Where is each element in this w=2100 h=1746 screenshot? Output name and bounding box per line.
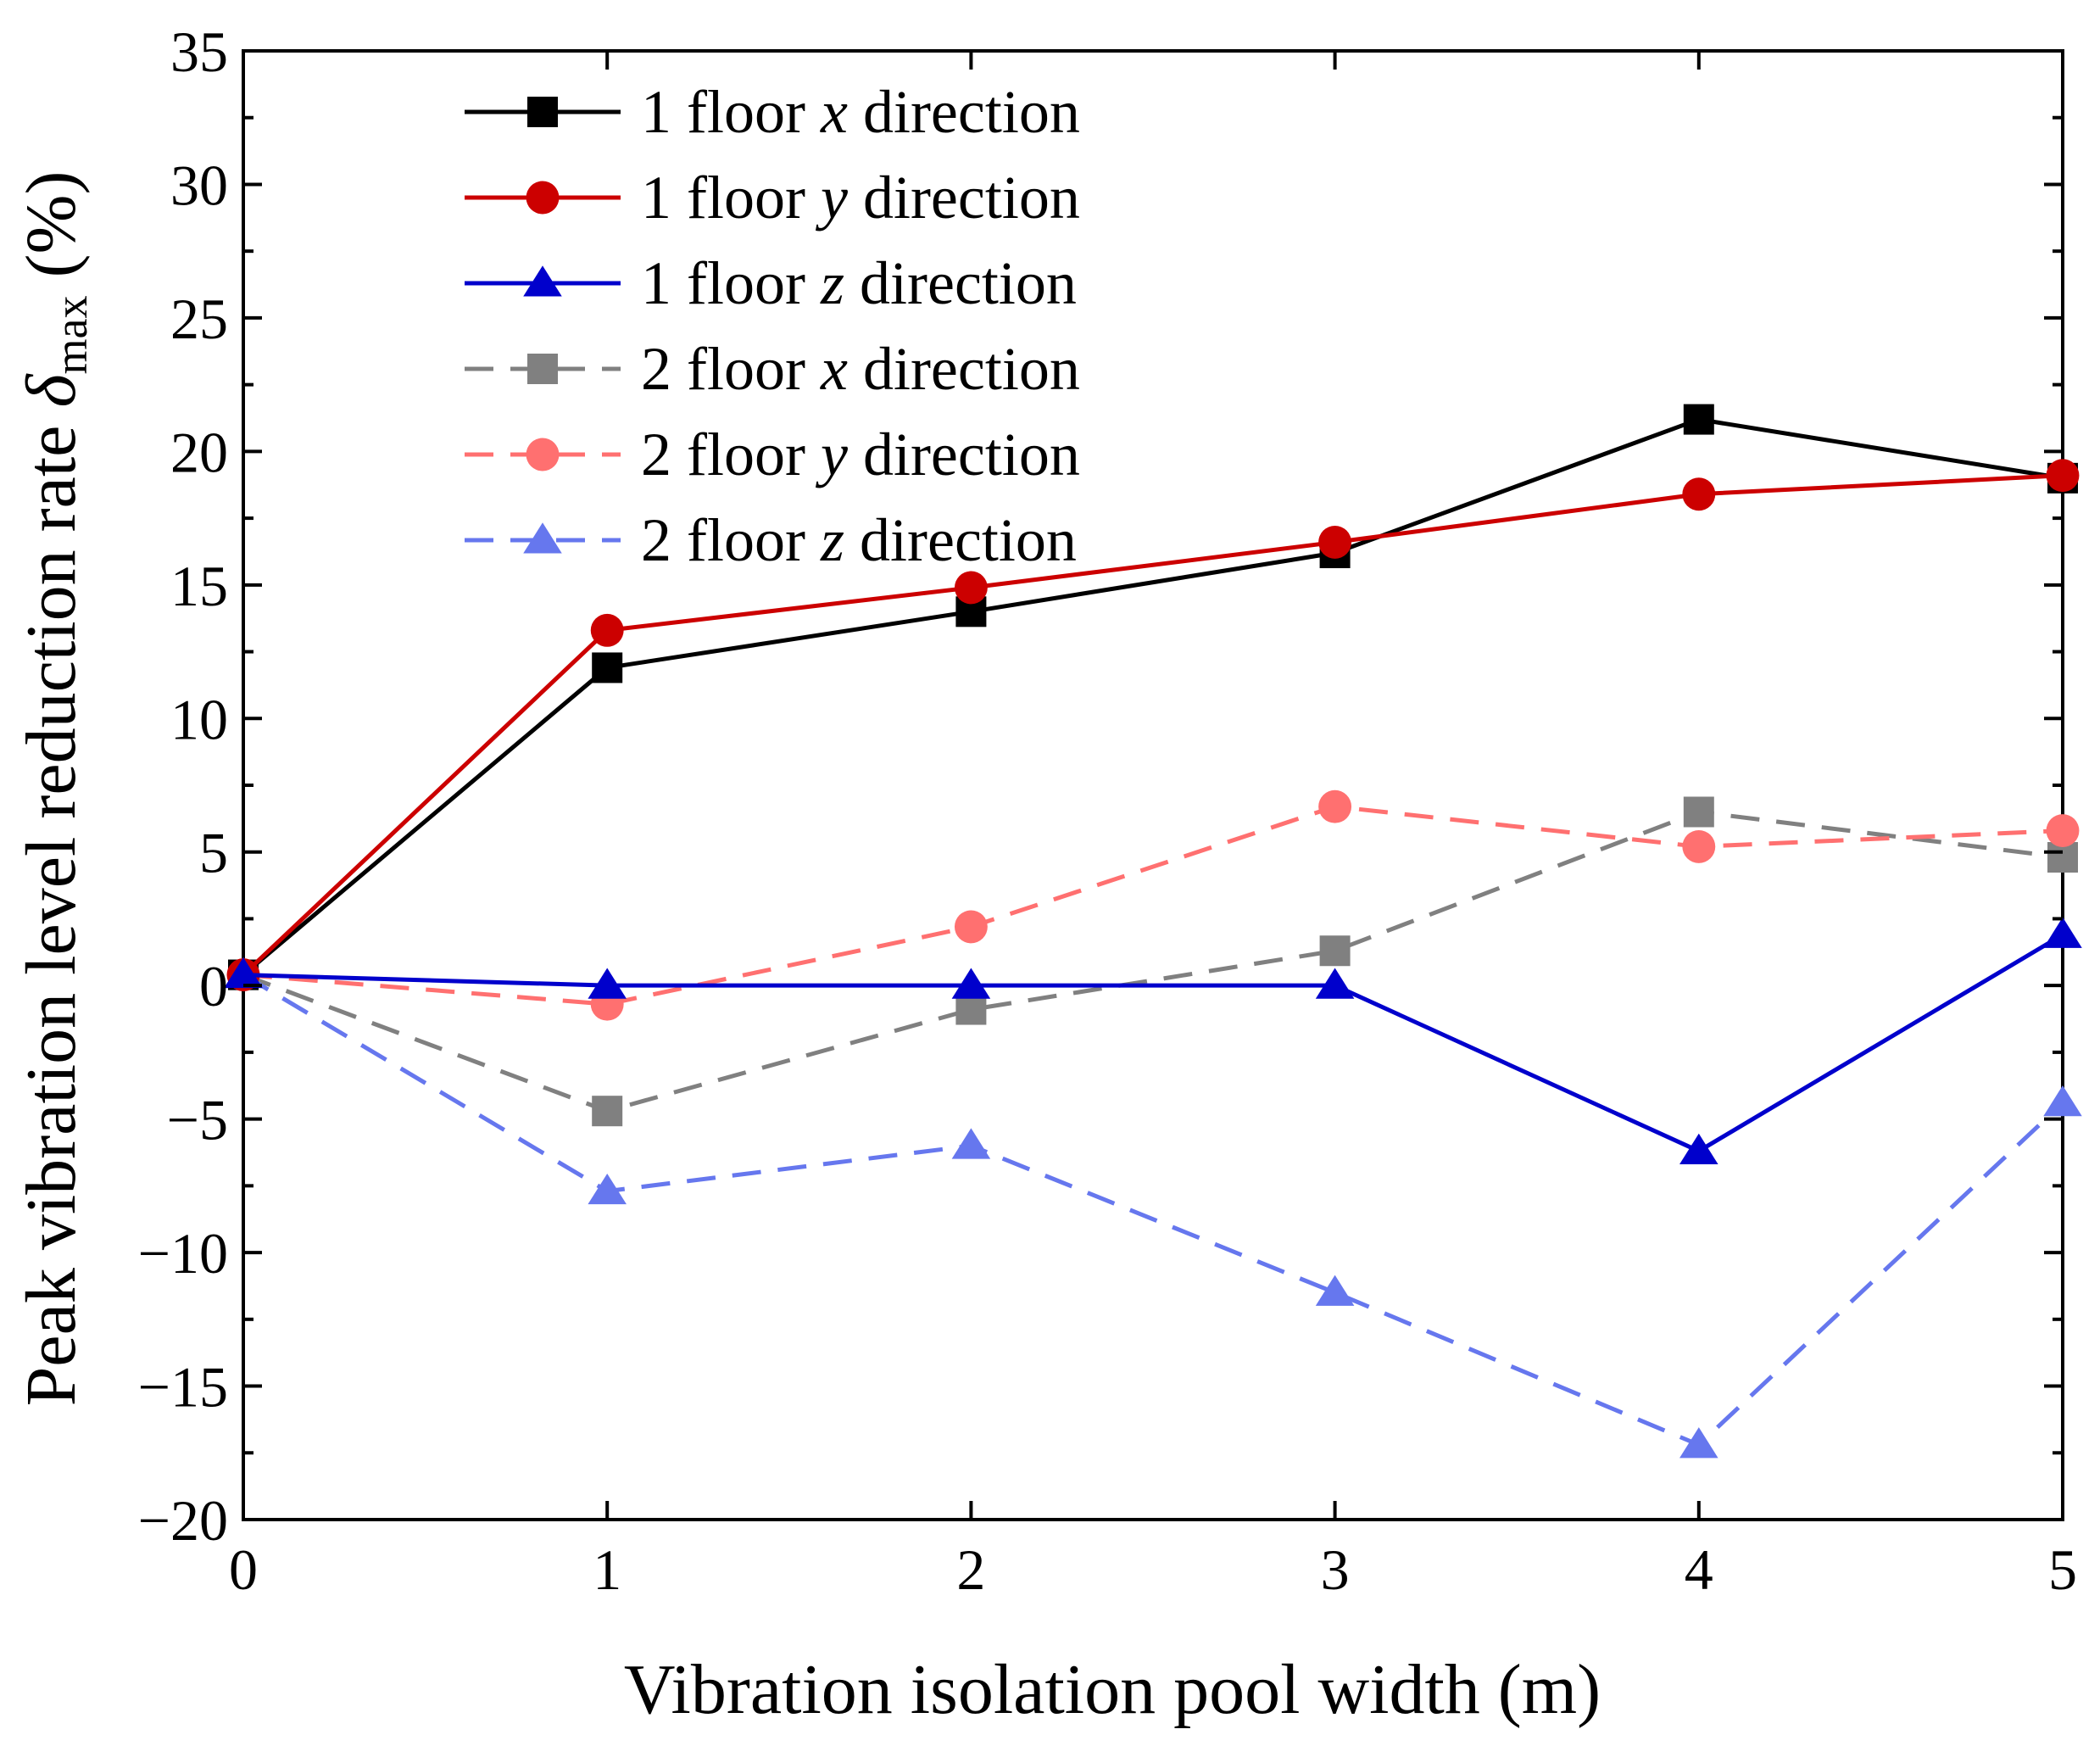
y-axis-title-suffix: (%) <box>12 171 91 296</box>
data-point <box>1318 525 1352 559</box>
legend-label: 2 floor z direction <box>641 506 1077 574</box>
y-axis: −20 −15 −10 −5 0 5 10 15 20 25 30 35 <box>138 20 2063 1553</box>
series-line <box>242 933 2064 1153</box>
legend-label: 1 floor x direction <box>641 78 1080 146</box>
legend-item: 2 floor z direction <box>465 506 1077 574</box>
x-tick-label: 3 <box>1321 1537 1350 1602</box>
series-line <box>242 473 2064 977</box>
data-point <box>1679 1133 1718 1164</box>
data-point <box>954 571 988 605</box>
legend-marker <box>523 522 562 554</box>
data-point <box>954 910 988 944</box>
plot-frame <box>242 49 2064 1521</box>
y-tick-label: −5 <box>167 1088 228 1152</box>
legend-marker <box>523 265 562 297</box>
y-tick-label: 30 <box>170 153 228 217</box>
y-tick-label: −10 <box>138 1221 228 1286</box>
x-tick-label: 0 <box>229 1537 258 1602</box>
data-point <box>951 968 991 999</box>
legend-item: 2 floor x direction <box>465 335 1080 403</box>
data-point <box>1683 404 1714 435</box>
legend-item: 1 floor z direction <box>465 249 1077 317</box>
data-point <box>590 613 624 647</box>
series-2-floor-z-direction <box>224 957 2082 1459</box>
legend-marker <box>526 438 560 471</box>
y-tick-label: 20 <box>170 420 228 484</box>
data-point <box>1679 1427 1718 1459</box>
data-point <box>955 994 987 1025</box>
y-axis-title-subscript: max <box>46 296 97 375</box>
y-tick-label: −15 <box>138 1355 228 1420</box>
data-point <box>1682 477 1716 511</box>
data-point <box>592 652 623 683</box>
series-line <box>242 973 2064 1448</box>
y-axis-title-symbol: δ <box>12 373 91 408</box>
y-tick-label: 25 <box>170 287 228 351</box>
x-tick-label: 5 <box>2048 1537 2077 1602</box>
y-tick-label: 35 <box>170 20 228 84</box>
y-axis-title: Peak vibration level reduction rate δmax… <box>12 171 97 1407</box>
data-point <box>1683 796 1714 828</box>
y-tick-label: 0 <box>199 954 228 1018</box>
series-1-floor-x-direction <box>228 404 2078 990</box>
data-point <box>1315 1275 1355 1306</box>
legend-item: 1 floor y direction <box>465 164 1080 231</box>
data-point <box>2046 814 2080 847</box>
x-axis-title: Vibration isolation pool width (m) <box>624 1650 1601 1729</box>
x-tick-label: 4 <box>1685 1537 1713 1602</box>
data-point <box>2047 842 2078 873</box>
data-point <box>588 1173 627 1205</box>
y-axis-title-prefix: Peak vibration level reduction rate <box>12 408 91 1407</box>
legend-marker <box>527 354 558 384</box>
data-point <box>2043 917 2082 948</box>
data-point <box>2046 459 2080 493</box>
series-1-floor-z-direction <box>224 917 2082 1164</box>
legend-label: 1 floor z direction <box>641 249 1077 317</box>
data-point <box>1682 829 1716 863</box>
y-tick-label: 10 <box>170 687 228 751</box>
series-layer <box>224 404 2082 1459</box>
series-1-floor-y-direction <box>226 459 2080 992</box>
legend-label: 1 floor y direction <box>641 164 1080 231</box>
data-point <box>1319 935 1351 967</box>
data-point <box>224 957 263 989</box>
legend-item: 1 floor x direction <box>465 78 1080 146</box>
x-tick-label: 2 <box>956 1537 985 1602</box>
data-point <box>1315 968 1355 999</box>
data-point <box>588 968 627 999</box>
series-2-floor-y-direction <box>226 789 2080 1021</box>
legend-marker <box>526 181 560 215</box>
plot-border <box>242 49 2064 1521</box>
data-point <box>951 1128 991 1159</box>
y-tick-label: −20 <box>138 1488 228 1553</box>
series-line <box>242 804 2064 1007</box>
data-point <box>2043 1085 2082 1117</box>
legend-label: 2 floor x direction <box>641 335 1080 403</box>
series-2-floor-x-direction <box>228 796 2078 1127</box>
y-tick-label: 15 <box>170 554 228 618</box>
data-point <box>1318 789 1352 823</box>
x-tick-label: 1 <box>593 1537 621 1602</box>
legend-marker <box>527 97 558 127</box>
series-line <box>242 809 2064 1113</box>
x-axis: 0 1 2 3 4 5 <box>229 51 2077 1602</box>
data-point <box>592 1096 623 1127</box>
legend-label: 2 floor y direction <box>641 421 1080 488</box>
legend: 1 floor x direction 1 floor y direction 1 … <box>465 78 1080 574</box>
legend-item: 2 floor y direction <box>465 421 1080 488</box>
series-line <box>242 417 2064 977</box>
y-tick-label: 5 <box>199 821 228 885</box>
